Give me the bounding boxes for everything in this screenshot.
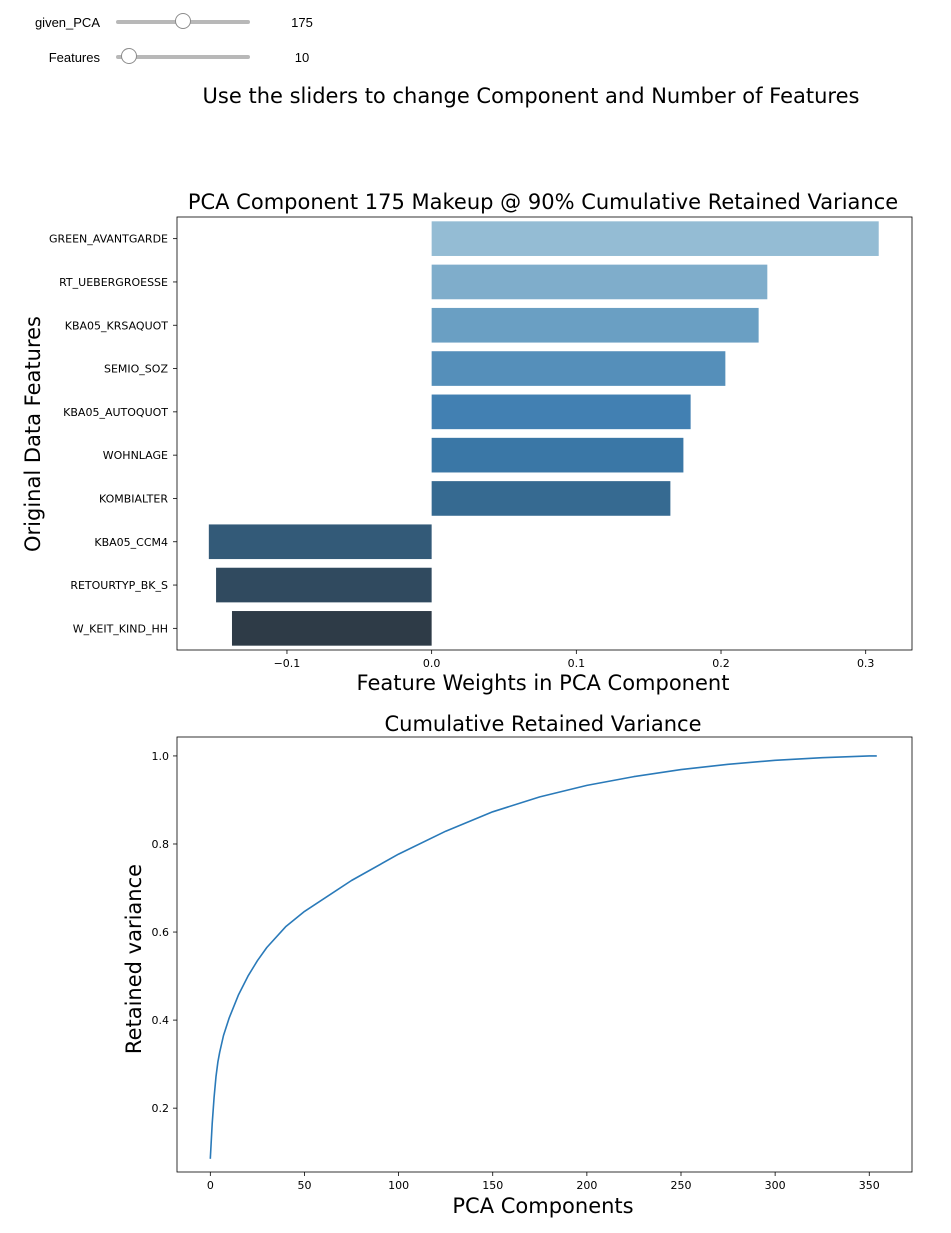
instruction-text: Use the sliders to change Component and …	[202, 84, 860, 108]
bar	[231, 611, 432, 646]
y-tick-label: KOMBIALTER	[99, 492, 168, 505]
bar	[431, 394, 691, 430]
y-tick-label: KBA05_CCM4	[94, 536, 168, 549]
bar	[216, 567, 432, 603]
x-tick-label: −0.1	[274, 657, 301, 670]
pca-slider-handle[interactable]	[175, 13, 191, 29]
bar	[431, 481, 671, 516]
x-tick-label: 100	[388, 1179, 409, 1192]
y-tick-label: 0.6	[152, 926, 170, 939]
y-tick-label: 0.4	[152, 1014, 170, 1027]
x-tick-label: 300	[765, 1179, 786, 1192]
y-tick-label: SEMIO_SOZ	[104, 363, 168, 376]
y-tick-label: 1.0	[152, 750, 170, 763]
x-tick-label: 0.3	[857, 657, 875, 670]
cumulative-variance-line-chart: Cumulative Retained Variance Retained va…	[122, 712, 913, 1218]
y-tick-label: RETOURTYP_BK_S	[70, 579, 168, 592]
features-slider-value: 10	[294, 49, 310, 65]
x-tick-label: 50	[297, 1179, 311, 1192]
y-tick-label: GREEN_AVANTGARDE	[49, 233, 168, 246]
y-tick-label: 0.2	[152, 1102, 170, 1115]
x-tick-label: 150	[482, 1179, 503, 1192]
variance-line	[209, 755, 877, 1159]
y-tick-label: KBA05_KRSAQUOT	[65, 319, 169, 332]
x-tick-label: 350	[859, 1179, 880, 1192]
pca-slider-label: given_PCA	[34, 14, 100, 30]
pca-slider-track[interactable]	[116, 13, 250, 29]
y-tick-label: RT_UEBERGROESSE	[59, 276, 168, 289]
y-tick-label: WOHNLAGE	[103, 449, 168, 462]
x-tick-label: 0.2	[712, 657, 730, 670]
features-slider-label: Features	[48, 49, 100, 65]
bar	[431, 351, 726, 386]
line-chart-title: Cumulative Retained Variance	[385, 712, 702, 736]
line-chart-xlabel: PCA Components	[452, 1194, 633, 1218]
pca-slider-value: 175	[291, 14, 313, 30]
x-tick-label: 0.0	[423, 657, 441, 670]
y-tick-label: 0.8	[152, 838, 170, 851]
bar-chart-title: PCA Component 175 Makeup @ 90% Cumulativ…	[188, 190, 898, 214]
plot-frame	[176, 736, 913, 1173]
feature-weights-bar-chart: PCA Component 175 Makeup @ 90% Cumulativ…	[21, 190, 913, 695]
plot-frame	[176, 216, 913, 651]
y-tick-label: KBA05_AUTOQUOT	[63, 406, 168, 419]
x-tick-label: 250	[670, 1179, 691, 1192]
x-tick-label: 200	[576, 1179, 597, 1192]
bar	[208, 524, 432, 560]
features-slider-handle[interactable]	[121, 48, 138, 64]
bar	[431, 307, 759, 343]
features-slider-track[interactable]	[116, 48, 250, 64]
bar-chart-ylabel: Original Data Features	[21, 316, 45, 552]
y-tick-label: W_KEIT_KIND_HH	[73, 622, 168, 635]
x-tick-label: 0	[207, 1179, 214, 1192]
bar	[431, 264, 768, 300]
x-tick-label: 0.1	[568, 657, 586, 670]
bar	[431, 221, 879, 256]
bar	[431, 437, 684, 473]
bar-chart-xlabel: Feature Weights in PCA Component	[357, 671, 730, 695]
line-chart-ylabel: Retained variance	[122, 864, 146, 1054]
